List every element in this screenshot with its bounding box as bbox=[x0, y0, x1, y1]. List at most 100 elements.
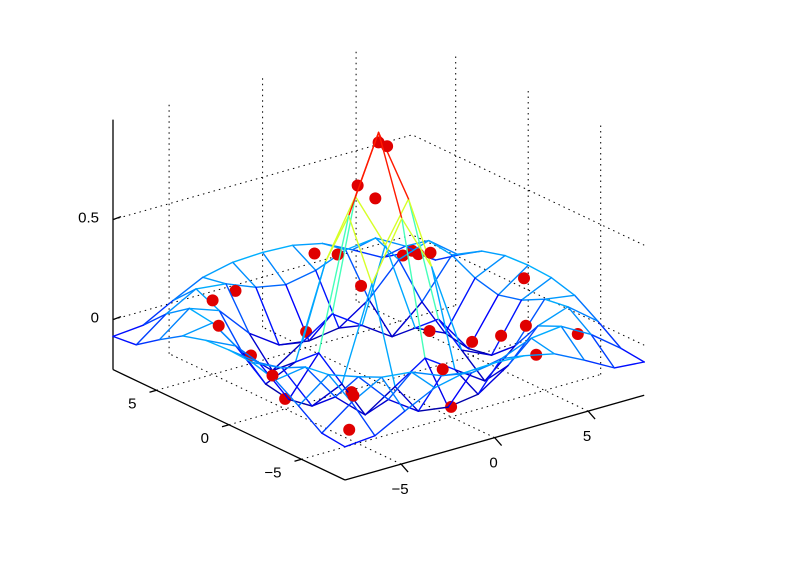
mesh-segment bbox=[398, 258, 423, 303]
grid-line bbox=[355, 300, 589, 412]
mesh-segment bbox=[321, 432, 346, 448]
tick-mark bbox=[587, 410, 596, 420]
mesh-segment bbox=[135, 338, 161, 346]
mesh-segment bbox=[278, 341, 303, 346]
mesh-segment bbox=[274, 366, 307, 381]
mesh-segment bbox=[410, 371, 443, 377]
tick-mark bbox=[112, 315, 122, 321]
mesh-segment bbox=[530, 337, 556, 355]
mesh-segment bbox=[331, 195, 357, 315]
mesh-segment bbox=[172, 276, 204, 302]
mesh-segment bbox=[401, 217, 433, 268]
grid-line bbox=[156, 305, 456, 391]
mesh-segment bbox=[225, 283, 257, 289]
mesh-segment bbox=[181, 335, 207, 342]
mesh-segment bbox=[294, 261, 327, 363]
mesh-segment bbox=[225, 283, 250, 334]
mesh-segment bbox=[384, 244, 416, 329]
data-point bbox=[519, 319, 532, 332]
mesh-segment bbox=[451, 250, 483, 256]
mesh-segment bbox=[357, 376, 390, 401]
mesh-segment bbox=[434, 254, 460, 261]
mesh-segment bbox=[437, 318, 470, 350]
mesh-segment bbox=[520, 298, 546, 301]
tick-mark bbox=[294, 458, 302, 462]
mesh-segment bbox=[255, 283, 287, 289]
mesh-segment bbox=[437, 318, 463, 351]
mesh-segment bbox=[451, 254, 476, 279]
x-tick-label: −5 bbox=[392, 481, 409, 498]
mesh-segment bbox=[474, 254, 506, 279]
mesh-segment bbox=[613, 361, 645, 369]
mesh-segment bbox=[543, 294, 576, 300]
tick-mark bbox=[400, 463, 409, 473]
mesh-segment bbox=[304, 366, 330, 376]
mesh-segment bbox=[374, 410, 406, 437]
data-point bbox=[206, 294, 219, 307]
mesh-segment bbox=[404, 387, 436, 412]
mesh-segment bbox=[597, 320, 622, 350]
data-point bbox=[279, 392, 292, 405]
mesh-segment bbox=[331, 313, 363, 327]
mesh-segment bbox=[543, 298, 569, 308]
mesh-segment bbox=[384, 198, 410, 246]
data-point bbox=[445, 400, 458, 413]
mesh-segment bbox=[537, 306, 569, 327]
mesh-segment bbox=[371, 217, 403, 285]
mesh-segment bbox=[361, 244, 387, 327]
mesh-segment bbox=[401, 217, 426, 359]
mesh-segment bbox=[394, 385, 419, 412]
data-point bbox=[369, 192, 382, 205]
mesh-segment bbox=[112, 335, 137, 346]
mesh-segment bbox=[274, 379, 300, 407]
mesh-segment bbox=[553, 353, 586, 361]
mesh-segment bbox=[560, 325, 586, 361]
mesh-segment bbox=[550, 276, 576, 296]
mesh-segment bbox=[417, 406, 449, 412]
mesh-segment bbox=[338, 324, 363, 329]
mesh-segment bbox=[560, 325, 592, 336]
mesh-segment bbox=[255, 286, 280, 346]
mesh-segment bbox=[590, 333, 615, 369]
mesh-segment bbox=[497, 294, 523, 301]
mesh-segment bbox=[318, 215, 350, 354]
z-tick-label: 0 bbox=[91, 310, 99, 327]
mesh-segment bbox=[288, 398, 313, 407]
mesh-segment bbox=[431, 266, 463, 351]
mesh-segment bbox=[344, 237, 377, 251]
data-point bbox=[355, 279, 368, 292]
mesh-segment bbox=[165, 307, 191, 315]
mesh-segment bbox=[188, 307, 214, 324]
mesh-segment bbox=[380, 371, 413, 378]
mesh-segment bbox=[354, 195, 387, 246]
mesh-segment bbox=[440, 371, 466, 377]
mesh-segment bbox=[288, 352, 320, 401]
mesh-segment bbox=[205, 339, 237, 347]
mesh-segment bbox=[567, 306, 599, 322]
mesh-segment bbox=[500, 337, 532, 360]
mesh-segment bbox=[504, 254, 529, 266]
mesh-segment bbox=[261, 244, 294, 254]
mesh-segment bbox=[261, 251, 287, 286]
mesh-segment bbox=[407, 198, 440, 320]
mesh-segment bbox=[344, 435, 376, 448]
mesh-segment bbox=[344, 249, 370, 301]
mesh-segment bbox=[188, 307, 220, 312]
mesh-segment bbox=[447, 372, 473, 408]
data-point bbox=[229, 284, 242, 297]
mesh-segment bbox=[165, 288, 197, 315]
data-point bbox=[495, 329, 508, 342]
mesh-segment bbox=[195, 283, 227, 290]
x-tick-label: 5 bbox=[583, 428, 591, 445]
mesh-segment bbox=[493, 355, 526, 364]
mesh-segment bbox=[490, 299, 523, 356]
mesh-segment bbox=[421, 301, 446, 334]
mesh-segment bbox=[573, 294, 599, 322]
mesh-segment bbox=[431, 266, 456, 371]
mesh-segment bbox=[434, 371, 466, 389]
tick-mark bbox=[494, 437, 503, 447]
mesh-segment bbox=[387, 371, 413, 401]
mesh-segment bbox=[424, 357, 456, 371]
data-point bbox=[436, 363, 449, 376]
mesh-segment bbox=[463, 362, 496, 374]
